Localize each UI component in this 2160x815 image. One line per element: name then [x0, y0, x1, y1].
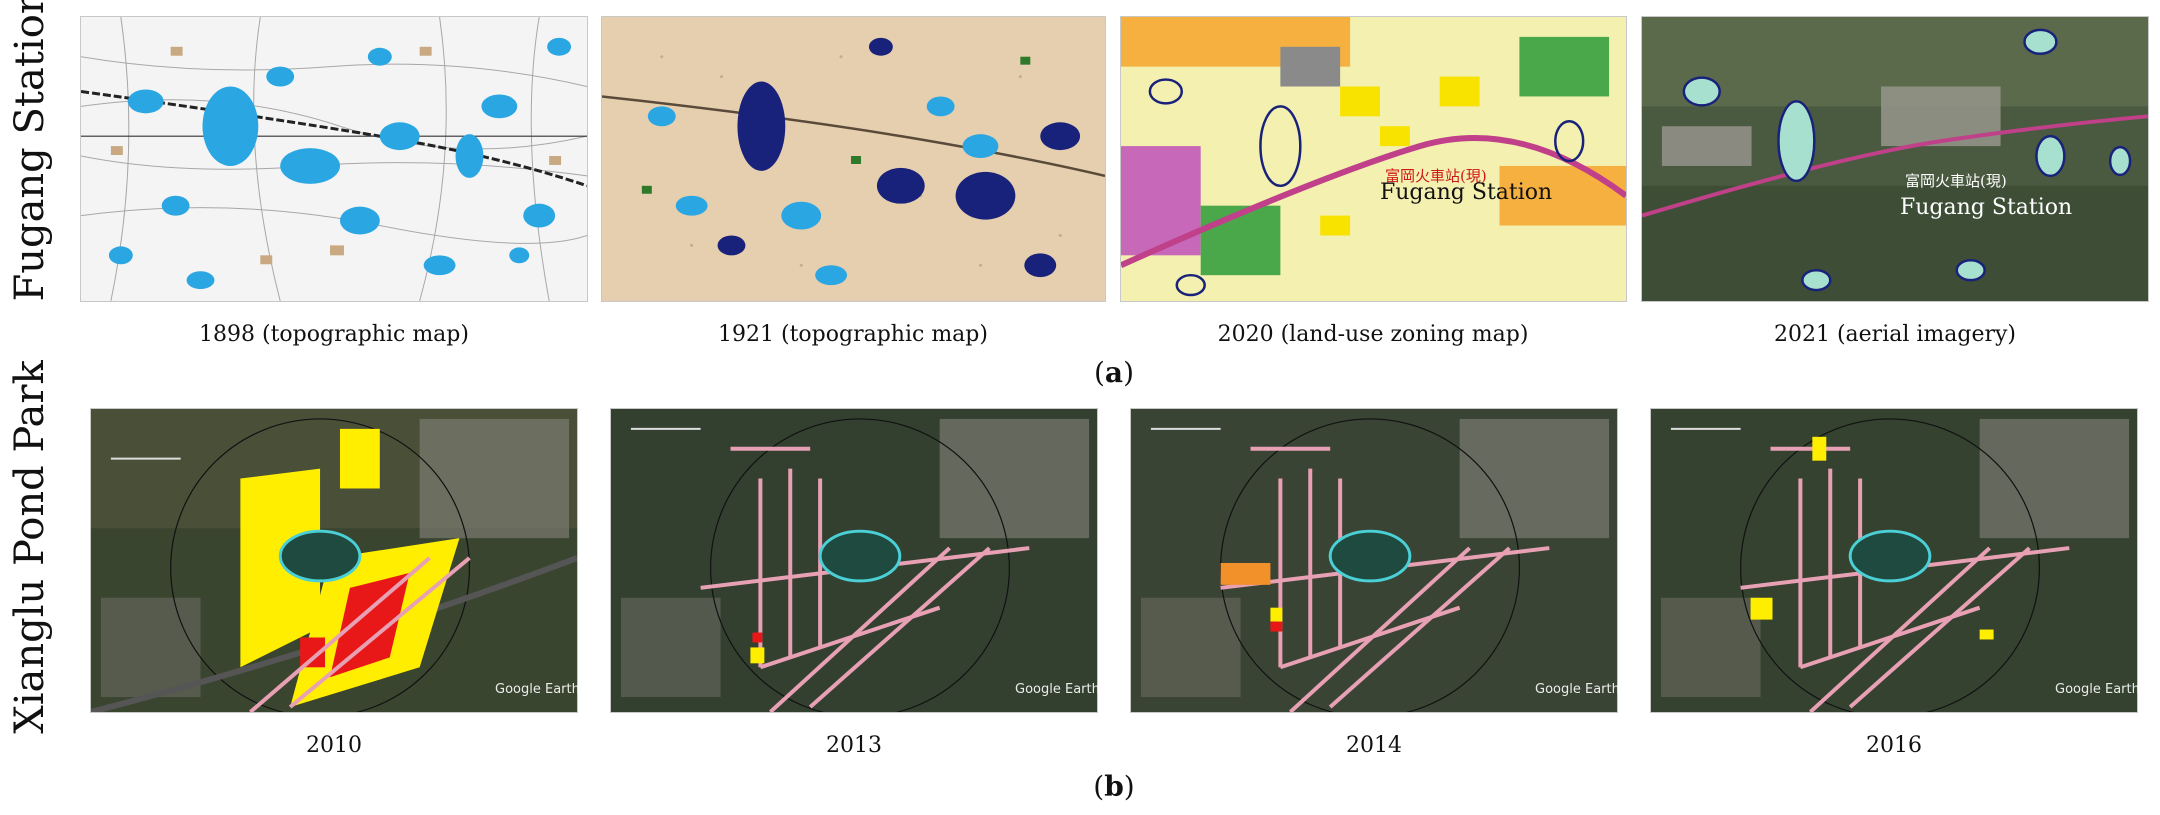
caption-2014: 2014 [1346, 733, 1402, 758]
map-panel-2021 [1641, 16, 2149, 302]
overlay-en-2021: Fugang Station [1900, 195, 2073, 220]
aerial-panel-2013 [610, 408, 1098, 713]
map-panel-1921 [601, 16, 1106, 302]
aerial-panel-2010 [90, 408, 578, 713]
aerial-panel-2016 [1650, 408, 2138, 713]
google-earth-watermark-2016: Google Earth [2055, 682, 2140, 697]
caption-2013: 2013 [826, 733, 882, 758]
caption-1898: 1898 (topographic map) [199, 322, 469, 347]
caption-2010: 2010 [306, 733, 362, 758]
subfigure-label-b: (b) [1093, 770, 1135, 803]
overlay-zh-2021: 富岡火車站(現) [1905, 172, 2007, 190]
map-panel-2020 [1120, 16, 1627, 302]
google-earth-watermark-2010: Google Earth [495, 682, 580, 697]
caption-2016: 2016 [1866, 733, 1922, 758]
overlay-zh-2020: 富岡火車站(現) [1385, 167, 1487, 185]
row-b-label: Xianglu Pond Park [7, 360, 53, 734]
aerial-panel-2014 [1130, 408, 1618, 713]
google-earth-watermark-2013: Google Earth [1015, 682, 1100, 697]
google-earth-watermark-2014: Google Earth [1535, 682, 1620, 697]
overlay-en-2020: Fugang Station [1380, 180, 1553, 205]
caption-2020: 2020 (land-use zoning map) [1217, 322, 1529, 347]
caption-2021: 2021 (aerial imagery) [1773, 322, 2017, 347]
subfigure-label-a: (a) [1093, 356, 1135, 389]
row-a-label: Fugang Station [7, 0, 53, 302]
caption-1921: 1921 (topographic map) [718, 322, 988, 347]
map-panel-1898 [80, 16, 588, 302]
